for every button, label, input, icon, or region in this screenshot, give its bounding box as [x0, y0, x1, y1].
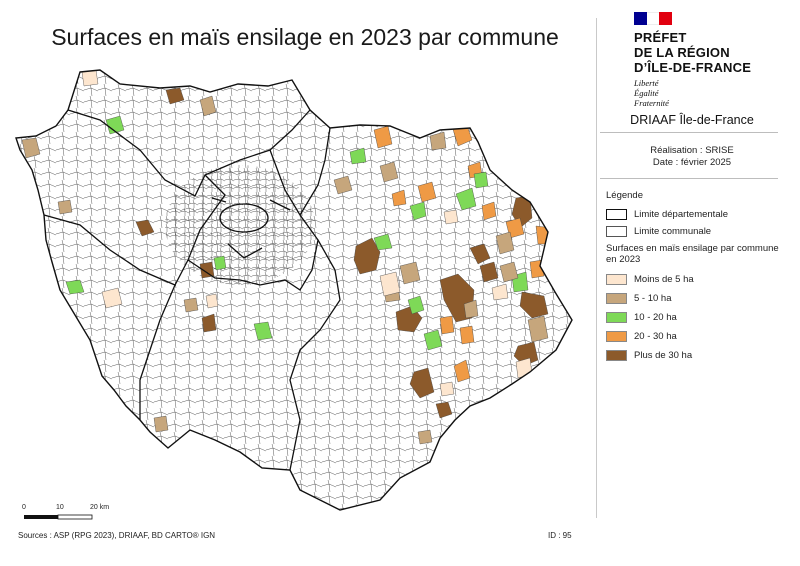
legend-commune-swatch	[606, 226, 627, 237]
map-title: Surfaces en maïs ensilage en 2023 par co…	[51, 24, 559, 50]
legend-class-label: Moins de 5 ha	[634, 274, 694, 285]
panel-divider	[596, 18, 597, 518]
legend-item-dept: Limite départementale	[606, 206, 791, 223]
map-id: ID : 95	[548, 531, 572, 540]
organisation-name: DRIAAF Île-de-France	[630, 113, 754, 127]
legend-class-swatch	[606, 274, 627, 285]
legend-class-label: 20 - 30 ha	[634, 331, 677, 342]
legend-commune-label: Limite communale	[634, 226, 712, 237]
sources-note: Sources : ASP (RPG 2023), DRIAAF, BD CAR…	[18, 531, 216, 540]
legend-class-1: 5 - 10 ha	[606, 289, 791, 308]
scale-tick-10: 10	[56, 504, 64, 511]
legend-class-4: Plus de 30 ha	[606, 346, 791, 365]
legend: Légende Limite départementale Limite com…	[606, 190, 791, 365]
legend-class-swatch	[606, 331, 627, 342]
separator-bottom	[600, 178, 778, 179]
motto-liberte: Liberté	[634, 78, 659, 88]
legend-dept-label: Limite départementale	[634, 209, 728, 220]
legend-class-label: 10 - 20 ha	[634, 312, 677, 323]
legend-class-label: Plus de 30 ha	[634, 350, 693, 361]
legend-class-swatch	[606, 312, 627, 323]
scale-bar-graphic: 0 10 20 km	[22, 504, 109, 520]
region-map	[15, 69, 573, 511]
legend-class-swatch	[606, 293, 627, 304]
legend-title: Légende	[606, 190, 643, 201]
legend-dept-swatch	[606, 209, 627, 220]
scale-tick-0: 0	[22, 504, 26, 511]
legend-class-swatch	[606, 350, 627, 361]
commune-fills	[21, 70, 555, 445]
separator-top	[600, 132, 778, 133]
prefet-line-1: PRÉFET	[634, 30, 687, 45]
legend-subtitle: Surfaces en maïs ensilage par commune en…	[606, 243, 779, 265]
flag-blue-band	[634, 12, 647, 25]
prefet-logo: PRÉFET DE LA RÉGION D’ÎLE-DE-FRANCE Libe…	[634, 12, 751, 108]
flag-white-band	[646, 12, 660, 25]
credits: Réalisation : SRISE Date : février 2025	[612, 145, 772, 169]
flag-red-band	[659, 12, 673, 25]
legend-class-3: 20 - 30 ha	[606, 327, 791, 346]
legend-class-label: 5 - 10 ha	[634, 293, 672, 304]
prefet-line-2: DE LA RÉGION	[634, 45, 730, 60]
scale-tick-20: 20 km	[90, 504, 109, 511]
realisation-text: Réalisation : SRISE	[650, 145, 734, 156]
prefet-line-3: D’ÎLE-DE-FRANCE	[634, 60, 752, 75]
legend-item-commune: Limite communale	[606, 223, 791, 240]
scale-bar: 0 10 20 km	[20, 502, 110, 526]
date-text: Date : février 2025	[652, 157, 732, 168]
legend-class-0: Moins de 5 ha	[606, 270, 791, 289]
marianne-flag-icon	[634, 12, 673, 25]
department-boundaries	[43, 109, 341, 471]
motto-fraternite: Fraternité	[634, 98, 669, 108]
legend-class-2: 10 - 20 ha	[606, 308, 791, 327]
motto-egalite: Égalité	[634, 88, 659, 98]
